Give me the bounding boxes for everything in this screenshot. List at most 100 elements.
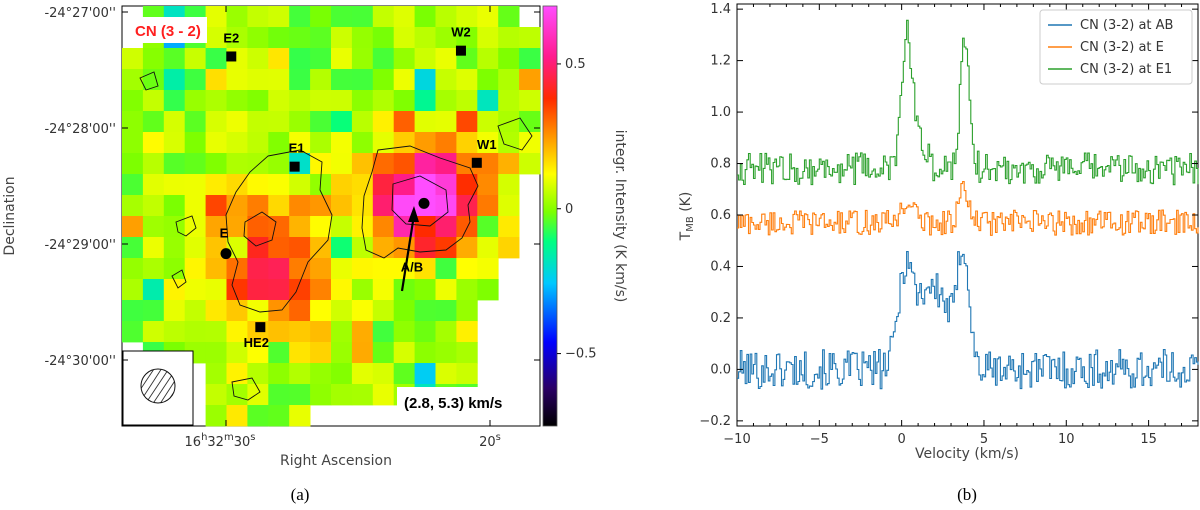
- map-pixel: [456, 195, 478, 217]
- map-pixel: [519, 90, 541, 112]
- colorbar-label: integr. Intensity (K km/s): [612, 130, 628, 303]
- map-pixel: [268, 258, 290, 280]
- map-pixel: [477, 258, 499, 280]
- map-pixel: [414, 258, 436, 280]
- map-pixel: [498, 195, 520, 217]
- map-pixel: [310, 69, 332, 91]
- map-pixel: [142, 48, 165, 70]
- map-pixel: [184, 300, 206, 322]
- map-pixel: [456, 69, 478, 91]
- contour-small-4: [231, 377, 261, 401]
- map-pixel: [163, 195, 186, 217]
- map-pixel: [456, 342, 478, 364]
- map-pixel: [331, 48, 353, 70]
- map-pixel: [435, 363, 457, 385]
- map-pixel: [372, 384, 395, 406]
- map-pixel: [372, 363, 395, 385]
- map-pixel: [268, 279, 290, 301]
- x-tick-label: 0: [898, 432, 906, 447]
- y-tick-label: 0.0: [710, 362, 731, 377]
- map-pixel: [289, 321, 311, 343]
- contour-small-3: [497, 117, 533, 151]
- contour-small-2: [171, 269, 187, 289]
- map-pixel: [205, 90, 227, 112]
- map-pixel: [205, 384, 227, 406]
- map-pixel: [310, 363, 332, 385]
- map-pixel: [289, 27, 311, 49]
- map-pixel: [414, 174, 436, 196]
- map-pixel: [477, 174, 499, 196]
- map-pixel: [184, 153, 206, 175]
- map-pixel: [456, 90, 478, 112]
- map-pixel: [477, 279, 499, 301]
- map-pixel: [289, 195, 311, 217]
- map-pixel: [351, 48, 374, 70]
- map-pixel: [331, 174, 353, 196]
- map-pixel: [247, 174, 269, 196]
- map-pixel: [268, 195, 290, 217]
- map-pixel: [142, 153, 165, 175]
- map-pixel: [351, 363, 374, 385]
- map-pixel: [351, 153, 374, 175]
- map-pixel: [310, 6, 332, 28]
- map-pixel: [122, 237, 144, 259]
- map-pixel: [477, 6, 499, 28]
- panel-label-b: (b): [957, 485, 977, 504]
- map-pixel: [205, 132, 227, 154]
- map-pixel: [435, 237, 457, 259]
- map-pixel: [205, 153, 227, 175]
- map-pixel: [226, 27, 248, 49]
- map-pixel: [477, 216, 499, 238]
- map-pixel: [268, 48, 290, 70]
- map-pixel: [498, 69, 520, 91]
- map-pixel: [163, 279, 186, 301]
- map-pixel: [351, 27, 374, 49]
- map-pixel: [268, 153, 290, 175]
- source-marker-w2: [455, 45, 466, 56]
- map-pixel: [163, 300, 186, 322]
- legend-label: CN (3-2) at E: [1080, 40, 1164, 55]
- spectra-ylabel: TMB (K): [678, 192, 696, 242]
- map-pixel: [142, 216, 165, 238]
- velocity-range-label: (2.8, 5.3) km/s: [404, 395, 502, 412]
- map-pixel: [331, 363, 353, 385]
- y-tick-label: 1.4: [710, 2, 731, 17]
- map-pixel: [163, 132, 186, 154]
- map-pixel: [351, 132, 374, 154]
- map-pixel: [456, 6, 478, 28]
- map-pixel: [331, 69, 353, 91]
- map-pixel: [498, 216, 520, 238]
- legend-label: CN (3-2) at AB: [1080, 18, 1173, 33]
- map-contours: [139, 71, 533, 401]
- map-pixel: [289, 237, 311, 259]
- map-pixel: [310, 321, 332, 343]
- map-pixel: [289, 6, 311, 28]
- map-pixel: [372, 90, 395, 112]
- map-pixel: [519, 69, 541, 91]
- spectra-lines: [737, 19, 1199, 390]
- map-pixel: [310, 90, 332, 112]
- map-pixel: [456, 132, 478, 154]
- map-pixel: [414, 111, 436, 133]
- map-pixel: [372, 342, 395, 364]
- map-pixel: [372, 153, 395, 175]
- map-pixel: [268, 6, 290, 28]
- map-pixel: [268, 132, 290, 154]
- map-pixel: [268, 174, 290, 196]
- map-pixel: [477, 195, 499, 217]
- map-pixel: [456, 258, 478, 280]
- map-pixel: [122, 300, 144, 322]
- map-pixel: [477, 27, 499, 49]
- map-pixel: [414, 237, 436, 259]
- y-tick-label: 1.0: [710, 105, 731, 120]
- map-pixel: [184, 90, 206, 112]
- contour-ab-inner: [391, 175, 449, 227]
- map-pixel: [414, 300, 436, 322]
- map-pixel: [331, 27, 353, 49]
- map-pixel: [519, 27, 541, 49]
- spectra-ticks: −10 −5 0 5 10 15 −0.2 0.0 0.2 0.4 0.6 0.8 1.0 1.2 1.4: [699, 2, 1199, 447]
- map-pixel: [226, 342, 248, 364]
- map-pixel: [393, 153, 415, 175]
- ra-tick-label: 20s: [479, 432, 501, 450]
- map-pixel: [393, 279, 415, 301]
